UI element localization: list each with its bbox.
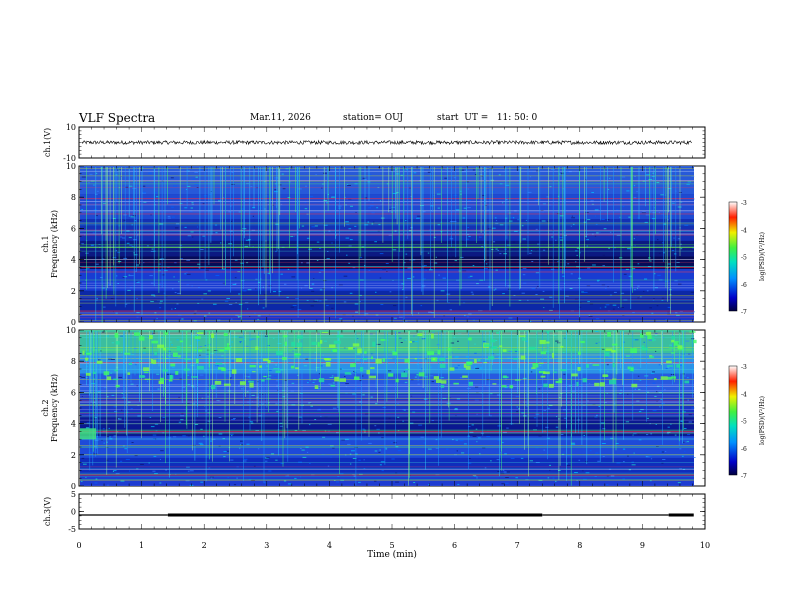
colorbar-label: log(PSD)(V²/Hz) xyxy=(759,396,766,445)
y-tick-label: -10 xyxy=(63,154,76,163)
x-tick-label: 5 xyxy=(389,541,394,550)
x-tick-label: 7 xyxy=(515,541,520,550)
colorbar-tick-label: -7 xyxy=(741,473,747,480)
y-tick-label: 0 xyxy=(71,482,76,491)
colorbar-tick-label: -4 xyxy=(741,227,747,234)
ch1-spectrogram-panel xyxy=(78,165,706,323)
y-tick-label: 6 xyxy=(71,388,76,397)
y-tick-label: 8 xyxy=(71,357,76,366)
y-axis-label: Frequency (kHz) xyxy=(50,210,59,278)
y-tick-label: 10 xyxy=(66,162,76,171)
station-label: station= OUJ xyxy=(343,113,404,123)
x-tick-label: 10 xyxy=(700,541,710,550)
x-tick-label: 3 xyxy=(264,541,269,550)
y-tick-label: 0 xyxy=(71,318,76,327)
colorbar-tick-label: -4 xyxy=(741,391,747,398)
x-axis-label: Time (min) xyxy=(367,549,417,560)
y-axis-label: ch.2 xyxy=(41,399,50,416)
ch1-waveform-trace xyxy=(81,139,692,146)
y-tick-label: 10 xyxy=(66,123,76,132)
y-axis-label: ch.1(V) xyxy=(43,128,52,157)
y-tick-label: 8 xyxy=(71,193,76,202)
x-tick-label: 8 xyxy=(577,541,582,550)
x-tick-label: 2 xyxy=(202,541,207,550)
ch2-colorbar xyxy=(728,365,738,476)
y-axis-label: Frequency (kHz) xyxy=(50,374,59,442)
y-tick-label: 4 xyxy=(71,256,76,265)
y-tick-label: 4 xyxy=(71,420,76,429)
ch1-spectrogram-image xyxy=(80,166,695,323)
y-tick-label: 5 xyxy=(71,490,76,499)
y-tick-label: 10 xyxy=(66,326,76,335)
date-label: Mar.11, 2026 xyxy=(250,113,311,123)
ch1-colorbar xyxy=(728,201,738,312)
ch3-waveform-panel xyxy=(78,493,706,530)
chart-title: VLF Spectra xyxy=(79,111,156,125)
ch2-spectrogram-image xyxy=(80,330,697,486)
colorbar-tick-label: -3 xyxy=(741,200,747,207)
y-tick-label: 0 xyxy=(71,508,76,517)
x-tick-label: 6 xyxy=(452,541,457,550)
x-tick-label: 4 xyxy=(327,541,332,550)
colorbar-tick-label: -5 xyxy=(741,419,747,426)
y-axis-label: ch.1 xyxy=(41,235,50,252)
ch2-spectrogram-panel xyxy=(78,329,706,487)
colorbar-tick-label: -3 xyxy=(741,364,747,371)
x-tick-label: 0 xyxy=(76,541,81,550)
x-tick-label: 9 xyxy=(640,541,645,550)
y-tick-label: 2 xyxy=(71,451,76,460)
y-tick-label: 2 xyxy=(71,287,76,296)
colorbar-ticks: -3 -4 -5 -6 -7 log(PSD)(V²/Hz) -3 -4 -5 -6 -7 log(P… xyxy=(741,200,766,480)
colorbar-tick-label: -6 xyxy=(741,282,747,289)
colorbar-label: log(PSD)(V²/Hz) xyxy=(759,232,766,281)
colorbar-tick-label: -5 xyxy=(741,255,747,262)
x-tick-label: 1 xyxy=(139,541,144,550)
y-axis-label: ch.3(V) xyxy=(43,497,52,526)
colorbar-tick-label: -6 xyxy=(741,446,747,453)
y-tick-label: 6 xyxy=(71,224,76,233)
y-tick-label: -5 xyxy=(68,525,76,534)
colorbar-tick-label: -7 xyxy=(741,309,747,316)
start-time-label: start UT = 11: 50: 0 xyxy=(437,113,538,123)
